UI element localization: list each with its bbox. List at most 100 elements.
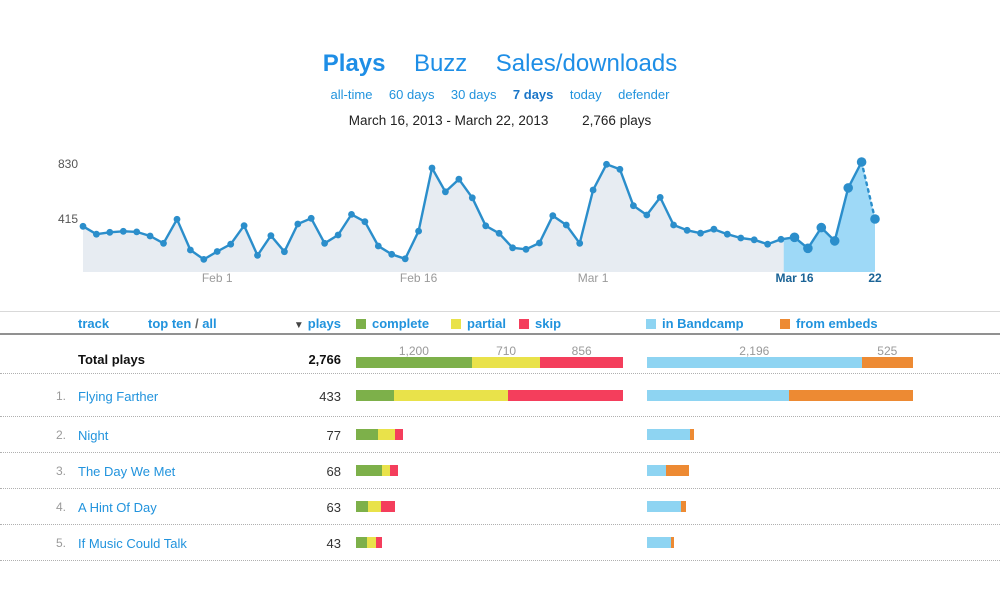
- bar-segment: [368, 501, 381, 512]
- bar-segment: [647, 501, 681, 512]
- track-rank: 3.: [55, 464, 66, 478]
- stats-main-nav: Plays Buzz Sales/downloads: [0, 50, 1000, 78]
- column-header-track[interactable]: track: [78, 316, 110, 331]
- track-source-breakdown-bar: [647, 501, 913, 512]
- x-axis-label: 22: [868, 271, 882, 285]
- track-rank: 5.: [55, 536, 66, 550]
- bar-segment: [788, 390, 913, 401]
- track-rank: 4.: [55, 500, 66, 514]
- bar-segment: [367, 537, 376, 548]
- track-source-breakdown-bar: [647, 537, 913, 548]
- legend-skip[interactable]: skip: [519, 316, 561, 331]
- column-header-plays[interactable]: plays: [307, 316, 341, 331]
- legend-partial[interactable]: partial: [451, 316, 506, 331]
- bar-segment: [395, 429, 404, 440]
- filter-separator: /: [194, 316, 199, 331]
- track-row: 5. If Music Could Talk 43: [0, 525, 1000, 561]
- track-source-breakdown-bar: [647, 429, 913, 440]
- total-plays-row: Total plays 2,766 1,200 710 856 2,196 525: [0, 335, 1000, 374]
- plays-area-chart-svg[interactable]: [0, 140, 1000, 290]
- track-link[interactable]: The Day We Met: [78, 464, 176, 479]
- legend-partial-label: partial: [467, 316, 507, 331]
- track-source-breakdown-bar: [647, 390, 913, 401]
- sort-caret-icon[interactable]: ▼: [293, 320, 304, 331]
- track-row: 3. The Day We Met 68: [0, 453, 1000, 489]
- track-row: 4. A Hint Of Day 63: [0, 489, 1000, 525]
- sort-plays-header: ▼ plays: [294, 316, 341, 331]
- bar-segment: [356, 357, 472, 368]
- subnav-tab-60-days[interactable]: 60 days: [388, 87, 435, 102]
- bar-value-label: 710: [496, 344, 517, 358]
- legend-in-bandcamp[interactable]: in Bandcamp: [646, 316, 744, 331]
- filter-all[interactable]: all: [202, 316, 217, 331]
- bar-segment: [861, 357, 913, 368]
- legend-complete[interactable]: complete: [356, 316, 429, 331]
- x-axis-label: Mar 1: [577, 271, 609, 285]
- bar-segment: [378, 429, 396, 440]
- nav-tab-buzz[interactable]: Buzz: [413, 50, 468, 77]
- track-plays-breakdown-bar: [356, 465, 623, 476]
- total-source-breakdown-bar: 2,196 525: [647, 344, 913, 368]
- nav-tab-plays[interactable]: Plays: [322, 50, 386, 77]
- track-row: 2. Night 77: [0, 417, 1000, 453]
- track-link[interactable]: Night: [78, 428, 109, 443]
- track-link[interactable]: Flying Farther: [78, 389, 159, 404]
- track-rank: 1.: [55, 389, 66, 403]
- bar-segment: [394, 390, 509, 401]
- total-plays-label: Total plays: [78, 352, 145, 367]
- track-plays-breakdown-bar: [356, 390, 623, 401]
- bar-segment: [380, 501, 395, 512]
- track-play-count: 43: [326, 536, 341, 551]
- bar-segment: [647, 465, 666, 476]
- bar-segment: [356, 501, 369, 512]
- x-axis-label: Feb 16: [399, 271, 438, 285]
- skip-swatch-icon: [519, 319, 529, 329]
- time-range-nav: all-time 60 days 30 days 7 days today de…: [0, 86, 1000, 104]
- legend-skip-label: skip: [535, 316, 562, 331]
- track-rank: 2.: [55, 428, 66, 442]
- track-link[interactable]: If Music Could Talk: [78, 536, 187, 551]
- bar-segment: [666, 465, 689, 476]
- bar-segment: [647, 429, 690, 440]
- y-axis-tick-415: 415: [57, 212, 78, 226]
- date-range: March 16, 2013 - March 22, 2013: [348, 113, 549, 128]
- subnav-tab-defender[interactable]: defender: [618, 87, 670, 102]
- track-link[interactable]: A Hint Of Day: [78, 500, 157, 515]
- bar-segment: [471, 357, 541, 368]
- summary-line: March 16, 2013 - March 22, 2013 2,766 pl…: [0, 113, 1000, 128]
- tracks-table: track top ten / all ▼ plays complete part…: [0, 311, 1000, 561]
- subnav-tab-7-days[interactable]: 7 days: [512, 87, 554, 102]
- plays-chart[interactable]: 830 415 Feb 1 Feb 16 Mar 1 Mar 16 22: [0, 140, 1000, 300]
- y-axis-tick-830: 830: [57, 157, 78, 171]
- complete-swatch-icon: [356, 319, 366, 329]
- track-plays-breakdown-bar: [356, 501, 623, 512]
- bar-segment: [356, 537, 368, 548]
- bar-segment: [356, 429, 379, 440]
- track-play-count: 433: [319, 389, 341, 404]
- bar-segment: [356, 465, 382, 476]
- total-plays-summary: 2,766 plays: [582, 113, 652, 128]
- bar-segment: [390, 465, 398, 476]
- subnav-tab-30-days[interactable]: 30 days: [450, 87, 497, 102]
- legend-from-embeds[interactable]: from embeds: [780, 316, 878, 331]
- track-play-count: 68: [326, 464, 341, 479]
- track-plays-breakdown-bar: [356, 429, 623, 440]
- track-play-count: 77: [326, 428, 341, 443]
- bar-segment: [540, 357, 623, 368]
- bar-segment: [647, 390, 789, 401]
- bar-segment: [356, 390, 395, 401]
- from-embeds-swatch-icon: [780, 319, 790, 329]
- subnav-tab-today[interactable]: today: [569, 87, 602, 102]
- subnav-tab-all-time[interactable]: all-time: [330, 87, 373, 102]
- nav-tab-sales-downloads[interactable]: Sales/downloads: [495, 50, 678, 77]
- partial-swatch-icon: [451, 319, 461, 329]
- in-bandcamp-swatch-icon: [646, 319, 656, 329]
- legend-in-bandcamp-label: in Bandcamp: [662, 316, 744, 331]
- filter-top-ten-all: top ten / all: [148, 316, 217, 331]
- legend-complete-label: complete: [372, 316, 430, 331]
- bar-segment: [690, 429, 695, 440]
- bar-value-label: 525: [877, 344, 898, 358]
- filter-top-ten[interactable]: top ten: [148, 316, 192, 331]
- track-plays-breakdown-bar: [356, 537, 623, 548]
- track-play-count: 63: [326, 500, 341, 515]
